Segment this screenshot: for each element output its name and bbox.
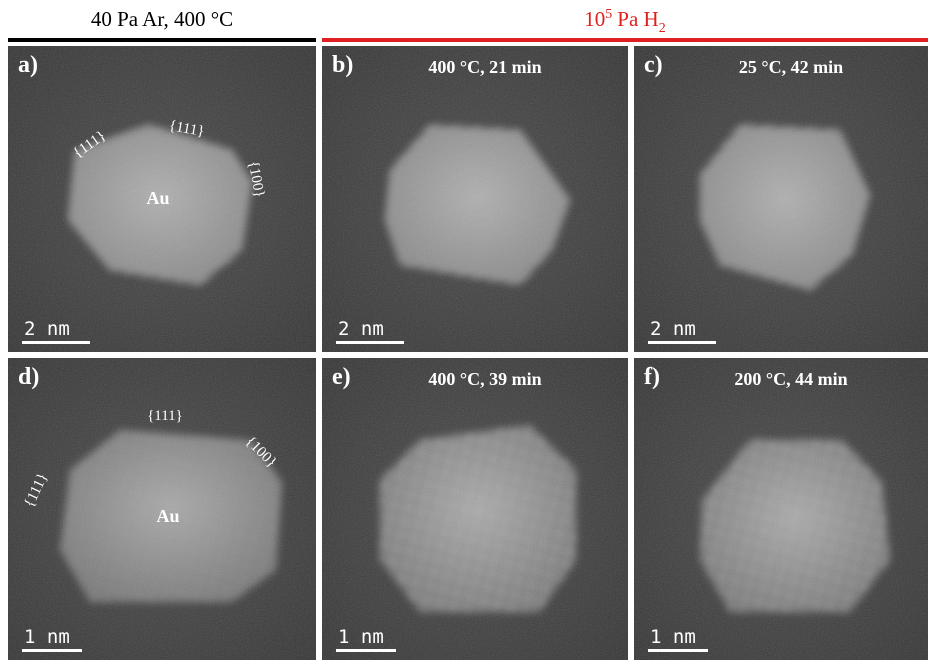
header-rule	[322, 38, 928, 42]
scale-bar-label: 2 nm	[338, 318, 384, 340]
header-unit: Pa H	[617, 7, 658, 31]
scale-bar	[648, 649, 708, 652]
micrograph-panel: b) 400 °C, 21 min 2 nm	[322, 46, 628, 352]
panel-label: a)	[18, 52, 38, 78]
particle-label: Au	[146, 188, 169, 208]
panel-content	[322, 46, 628, 352]
scale-bar	[336, 649, 396, 652]
panel-label: e)	[332, 364, 351, 390]
micrograph-panel: d){111}{111}{100}Au1 nm	[8, 358, 316, 660]
panel-title: 25 °C, 42 min	[739, 57, 843, 77]
header-exponent: 5	[605, 7, 612, 22]
scale-bar	[648, 341, 716, 344]
panel-label: c)	[644, 52, 663, 78]
scale-bar	[336, 341, 404, 344]
panel-content	[634, 358, 928, 660]
panel-label: f)	[644, 364, 660, 390]
micrograph-panel: c) 25 °C, 42 min 2 nm	[634, 46, 928, 352]
panel-label: b)	[332, 52, 353, 78]
scale-bar-label: 1 nm	[650, 626, 696, 648]
panel-label: d)	[18, 364, 39, 390]
scale-bar-label: 2 nm	[650, 318, 696, 340]
scale-bar	[22, 649, 82, 652]
noise	[634, 358, 928, 660]
header-base: 10	[584, 7, 605, 31]
scale-bar-label: 1 nm	[24, 626, 70, 648]
condition-header: 40 Pa Ar, 400 °C	[91, 7, 233, 31]
facet-label: {111}	[147, 408, 183, 424]
noise	[322, 46, 628, 352]
figure: 40 Pa Ar, 400 °C 105Pa H2 a){111}{111}{1…	[0, 0, 930, 662]
condition-header: 105 Pa H2	[584, 7, 665, 36]
noise	[634, 46, 928, 352]
page: 40 Pa Ar, 400 °C 105Pa H2 a){111}{111}{1…	[0, 0, 930, 662]
micrograph-panel: f) 200 °C, 44 min 1 nm	[634, 358, 928, 660]
panel-content	[322, 358, 628, 660]
panel-title: 200 °C, 44 min	[734, 369, 847, 389]
panels: a){111}{111}{100}Au2 nmb)400 °C, 21 min2…	[8, 46, 928, 660]
scale-bar-label: 1 nm	[338, 626, 384, 648]
micrograph-panel: e) 400 °C, 39 min 1 nm	[322, 358, 628, 660]
micrograph-panel: a){111}{111}{100}Au2 nm	[8, 46, 316, 352]
panel-title: 400 °C, 21 min	[428, 57, 541, 77]
header-rule	[8, 38, 316, 42]
header-subscript: 2	[659, 21, 666, 36]
noise	[322, 358, 628, 660]
scale-bar-label: 2 nm	[24, 318, 70, 340]
scale-bar	[22, 341, 90, 344]
panel-content	[634, 46, 928, 352]
particle-label: Au	[156, 506, 179, 526]
panel-title: 400 °C, 39 min	[428, 369, 541, 389]
